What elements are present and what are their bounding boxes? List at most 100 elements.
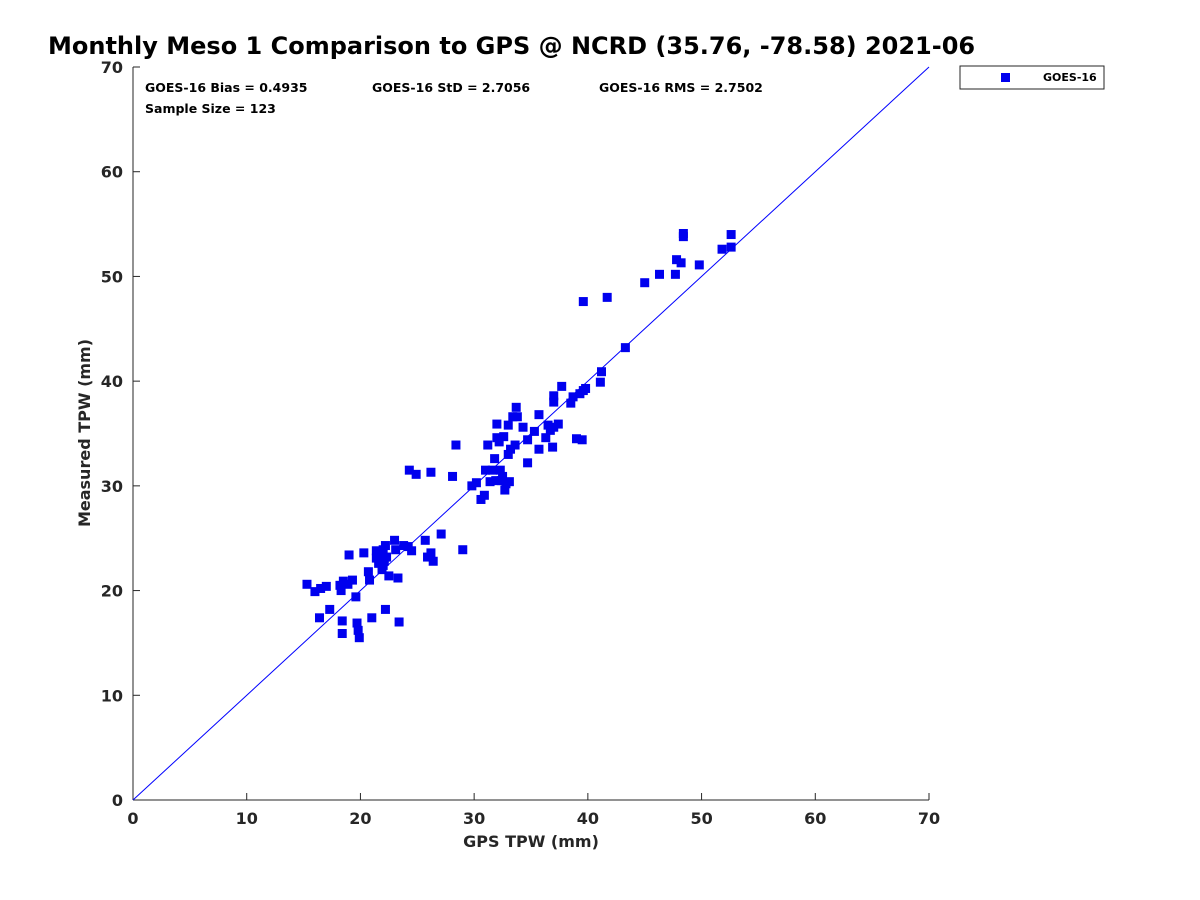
y-tick-label: 60 xyxy=(101,163,123,182)
data-point-goes16 xyxy=(553,419,563,429)
legend-marker-goes16 xyxy=(1001,73,1010,82)
data-point-goes16 xyxy=(458,545,468,555)
data-point-goes16 xyxy=(351,592,361,602)
data-point-goes16 xyxy=(557,381,567,391)
data-point-goes16 xyxy=(314,613,324,623)
data-point-goes16 xyxy=(508,412,518,422)
data-point-goes16 xyxy=(529,426,539,436)
data-point-goes16 xyxy=(485,477,495,487)
data-point-goes16 xyxy=(500,485,510,495)
data-point-goes16 xyxy=(451,440,461,450)
x-tick-label: 0 xyxy=(127,809,138,828)
data-point-goes16 xyxy=(503,420,513,430)
data-point-goes16 xyxy=(336,586,346,596)
x-tick-label: 30 xyxy=(463,809,485,828)
data-point-goes16 xyxy=(491,476,501,486)
data-point-goes16 xyxy=(566,398,576,408)
data-point-goes16 xyxy=(595,377,605,387)
data-point-goes16 xyxy=(363,567,373,577)
data-point-goes16 xyxy=(640,278,650,288)
y-axis-ticks: 0 10 20 30 40 50 60 70 xyxy=(101,58,140,810)
data-point-goes16 xyxy=(420,535,430,545)
data-point-goes16 xyxy=(426,467,436,477)
y-tick-label: 50 xyxy=(101,267,123,286)
x-tick-label: 60 xyxy=(804,809,826,828)
data-point-goes16 xyxy=(510,440,520,450)
x-axis-ticks: 0 10 20 30 40 50 60 70 xyxy=(127,793,940,828)
data-point-goes16 xyxy=(399,541,409,551)
data-point-goes16 xyxy=(374,558,384,568)
data-points xyxy=(302,228,736,643)
data-point-goes16 xyxy=(672,255,682,265)
data-point-goes16 xyxy=(448,471,458,481)
data-point-goes16 xyxy=(353,625,363,635)
data-point-goes16 xyxy=(391,545,401,555)
data-point-goes16 xyxy=(549,397,559,407)
data-point-goes16 xyxy=(498,471,508,481)
data-point-goes16 xyxy=(676,258,686,268)
y-axis-label: Measured TPW (mm) xyxy=(75,339,94,527)
data-point-goes16 xyxy=(407,546,417,556)
data-point-goes16 xyxy=(726,242,736,252)
data-point-goes16 xyxy=(578,297,588,307)
data-point-goes16 xyxy=(543,420,553,430)
data-point-goes16 xyxy=(367,613,377,623)
data-point-goes16 xyxy=(344,550,354,560)
legend: GOES-16 xyxy=(959,65,1105,90)
legend-label-goes16: GOES-16 xyxy=(1043,71,1097,84)
data-point-goes16 xyxy=(352,618,362,628)
chart-title: Monthly Meso 1 Comparison to GPS @ NCRD … xyxy=(48,32,975,60)
data-point-goes16 xyxy=(499,432,509,442)
data-point-goes16 xyxy=(483,440,493,450)
data-point-goes16 xyxy=(503,449,513,459)
std-annotation: GOES-16 StD = 2.7056 xyxy=(372,80,530,95)
data-point-goes16 xyxy=(568,392,578,402)
data-point-goes16 xyxy=(325,604,335,614)
data-point-goes16 xyxy=(512,412,522,422)
data-point-goes16 xyxy=(518,422,528,432)
data-point-goes16 xyxy=(577,435,587,445)
data-point-goes16 xyxy=(678,228,688,238)
x-axis-label: GPS TPW (mm) xyxy=(463,832,599,851)
data-point-goes16 xyxy=(504,477,514,487)
x-tick-label: 70 xyxy=(918,809,940,828)
data-point-goes16 xyxy=(337,616,347,626)
data-point-goes16 xyxy=(467,481,477,491)
data-point-goes16 xyxy=(390,535,400,545)
data-point-goes16 xyxy=(487,465,497,475)
data-point-goes16 xyxy=(404,465,414,475)
data-point-goes16 xyxy=(541,433,551,443)
data-point-goes16 xyxy=(602,292,612,302)
y-tick-label: 10 xyxy=(101,686,123,705)
data-point-goes16 xyxy=(571,434,581,444)
data-point-goes16 xyxy=(384,571,394,581)
data-point-goes16 xyxy=(411,469,421,479)
x-tick-label: 10 xyxy=(236,809,258,828)
data-point-goes16 xyxy=(511,402,521,412)
sample-size-annotation: Sample Size = 123 xyxy=(145,101,276,116)
y-tick-label: 70 xyxy=(101,58,123,77)
data-point-goes16 xyxy=(654,269,664,279)
y-tick-label: 30 xyxy=(101,477,123,496)
rms-annotation: GOES-16 RMS = 2.7502 xyxy=(599,80,763,95)
data-point-goes16 xyxy=(523,458,533,468)
data-point-goes16 xyxy=(523,435,533,445)
data-point-goes16 xyxy=(694,260,704,270)
data-point-goes16 xyxy=(490,454,500,464)
data-point-goes16 xyxy=(426,548,436,558)
y-tick-label: 20 xyxy=(101,582,123,601)
data-point-goes16 xyxy=(534,410,544,420)
data-point-goes16 xyxy=(310,587,320,597)
data-point-goes16 xyxy=(670,269,680,279)
x-tick-label: 40 xyxy=(577,809,599,828)
x-tick-label: 20 xyxy=(349,809,371,828)
data-point-goes16 xyxy=(380,541,390,551)
y-tick-label: 0 xyxy=(112,791,123,810)
data-point-goes16 xyxy=(393,573,403,583)
data-point-goes16 xyxy=(620,343,630,353)
data-point-goes16 xyxy=(382,552,392,562)
data-point-goes16 xyxy=(726,230,736,240)
data-point-goes16 xyxy=(506,444,516,454)
data-point-goes16 xyxy=(316,583,326,593)
